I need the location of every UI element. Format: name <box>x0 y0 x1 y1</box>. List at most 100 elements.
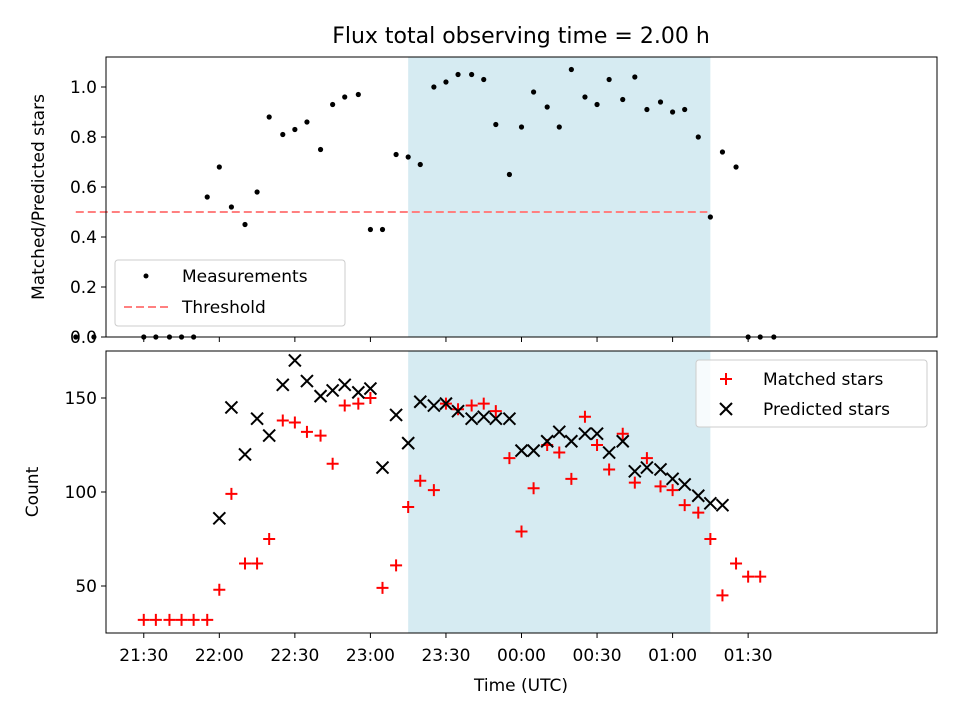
measurement-point <box>506 171 513 178</box>
measurement-point <box>657 99 664 105</box>
matched-star-point <box>640 452 653 465</box>
x-axis-label: Time (UTC) <box>473 676 568 696</box>
bottom-legend: Matched stars Predicted stars <box>695 359 928 428</box>
top-legend: Measurements Threshold <box>114 259 346 327</box>
measurement-point <box>216 164 222 170</box>
matched-star-point <box>414 474 427 487</box>
matched-star-point <box>578 410 591 423</box>
top-panel: 0.0 0.2 0.4 0.6 0.8 1.0 Flux total observing … <box>29 24 938 348</box>
predicted-star-point <box>514 443 529 458</box>
matched-star-point <box>213 583 226 596</box>
top-y-tick-label: 0.2 <box>70 278 97 298</box>
matched-star-point <box>754 570 767 583</box>
predicted-star-point <box>628 464 642 479</box>
x-tick-label: 00:00 <box>497 646 546 666</box>
legend-predicted-marker <box>719 402 733 416</box>
predicted-star-point <box>564 434 579 448</box>
measurement-point <box>682 106 688 113</box>
matched-star-point <box>591 439 604 451</box>
matched-star-point <box>477 397 490 410</box>
x-tick-label: 00:30 <box>573 646 622 666</box>
predicted-star-point <box>578 427 592 441</box>
predicted-star-point <box>439 396 453 411</box>
matched-star-point <box>503 452 516 465</box>
matched-star-point <box>300 425 313 438</box>
predicted-star-point <box>262 428 276 443</box>
predicted-star-point <box>602 445 616 460</box>
bottom-legend-box <box>695 359 928 428</box>
matched-star-point <box>149 613 162 626</box>
predicted-star-point <box>715 498 730 512</box>
measurement-point <box>707 214 713 220</box>
measurement-point <box>317 146 324 153</box>
bottom-y-tick-label: 100 <box>65 483 97 503</box>
matched-star-point <box>251 557 264 570</box>
measurement-point <box>342 94 348 100</box>
predicted-star-point <box>691 489 705 503</box>
measurement-point <box>355 91 361 98</box>
bottom-y-ticks: 50 100 150 <box>65 389 106 597</box>
legend-threshold-label: Threshold <box>181 298 266 318</box>
measurement-point <box>280 131 286 138</box>
legend-matched-label: Matched stars <box>763 370 883 390</box>
top-y-ticks: 0.0 0.2 0.4 0.6 0.8 1.0 <box>70 78 106 348</box>
measurement-point <box>594 101 600 108</box>
matched-star-point <box>452 403 465 416</box>
measurement-point <box>204 194 210 200</box>
matched-star-point <box>716 589 729 602</box>
measurement-point <box>644 106 650 113</box>
predicted-star-point <box>413 395 427 409</box>
predicted-star-point <box>590 427 604 441</box>
bottom-highlight-span <box>408 351 711 633</box>
measurement-point <box>493 121 499 128</box>
predicted-star-point <box>363 381 378 396</box>
predicted-star-point <box>489 411 503 426</box>
matched-star-point <box>326 457 339 470</box>
matched-star-point <box>187 613 200 626</box>
matched-star-point <box>666 484 679 497</box>
bottom-y-tick-label: 150 <box>65 389 97 409</box>
matched-star-point <box>603 463 616 476</box>
measurement-point <box>304 119 310 125</box>
matched-star-point <box>616 427 629 440</box>
measurement-point <box>582 94 588 100</box>
predicted-star-point <box>640 460 654 475</box>
matched-star-point <box>704 533 717 545</box>
matched-star-point <box>263 533 276 545</box>
top-y-axis-label: Matched/Predicted stars <box>29 94 49 300</box>
predicted-star-point <box>288 353 302 368</box>
measurement-point <box>254 189 260 195</box>
predicted-star-point <box>477 410 491 424</box>
top-y-tick-label: 0.4 <box>70 228 97 248</box>
predicted-star-point <box>401 436 415 450</box>
measurement-point <box>530 89 537 95</box>
matched-star-point <box>402 501 415 514</box>
measurement-point <box>73 334 79 340</box>
predicted-star-point <box>665 472 680 486</box>
measurement-point <box>443 79 449 85</box>
predicted-star-point <box>653 462 668 477</box>
measurement-point <box>719 149 726 155</box>
matched-star-point <box>276 414 289 427</box>
matched-star-point <box>730 557 743 570</box>
predicted-star-point <box>616 434 630 448</box>
matched-star-point <box>239 557 252 570</box>
measurement-point <box>379 226 386 233</box>
top-y-tick-label: 0.0 <box>70 328 97 348</box>
measurement-point <box>330 101 336 108</box>
measurement-point <box>405 154 411 160</box>
predicted-star-point <box>325 383 340 398</box>
matched-star-point <box>137 613 150 626</box>
matched-star-point <box>654 480 667 493</box>
x-tick-label: 01:30 <box>724 646 773 666</box>
measurement-point <box>91 334 97 340</box>
bottom-y-tick-label: 50 <box>75 577 97 597</box>
predicted-star-point <box>300 374 314 388</box>
matched-star-point <box>288 416 301 429</box>
matched-star-point <box>489 405 502 418</box>
measurement-point <box>469 71 475 78</box>
matched-star-point <box>565 472 578 485</box>
matched-star-point <box>692 506 705 519</box>
measurement-point <box>393 151 399 158</box>
